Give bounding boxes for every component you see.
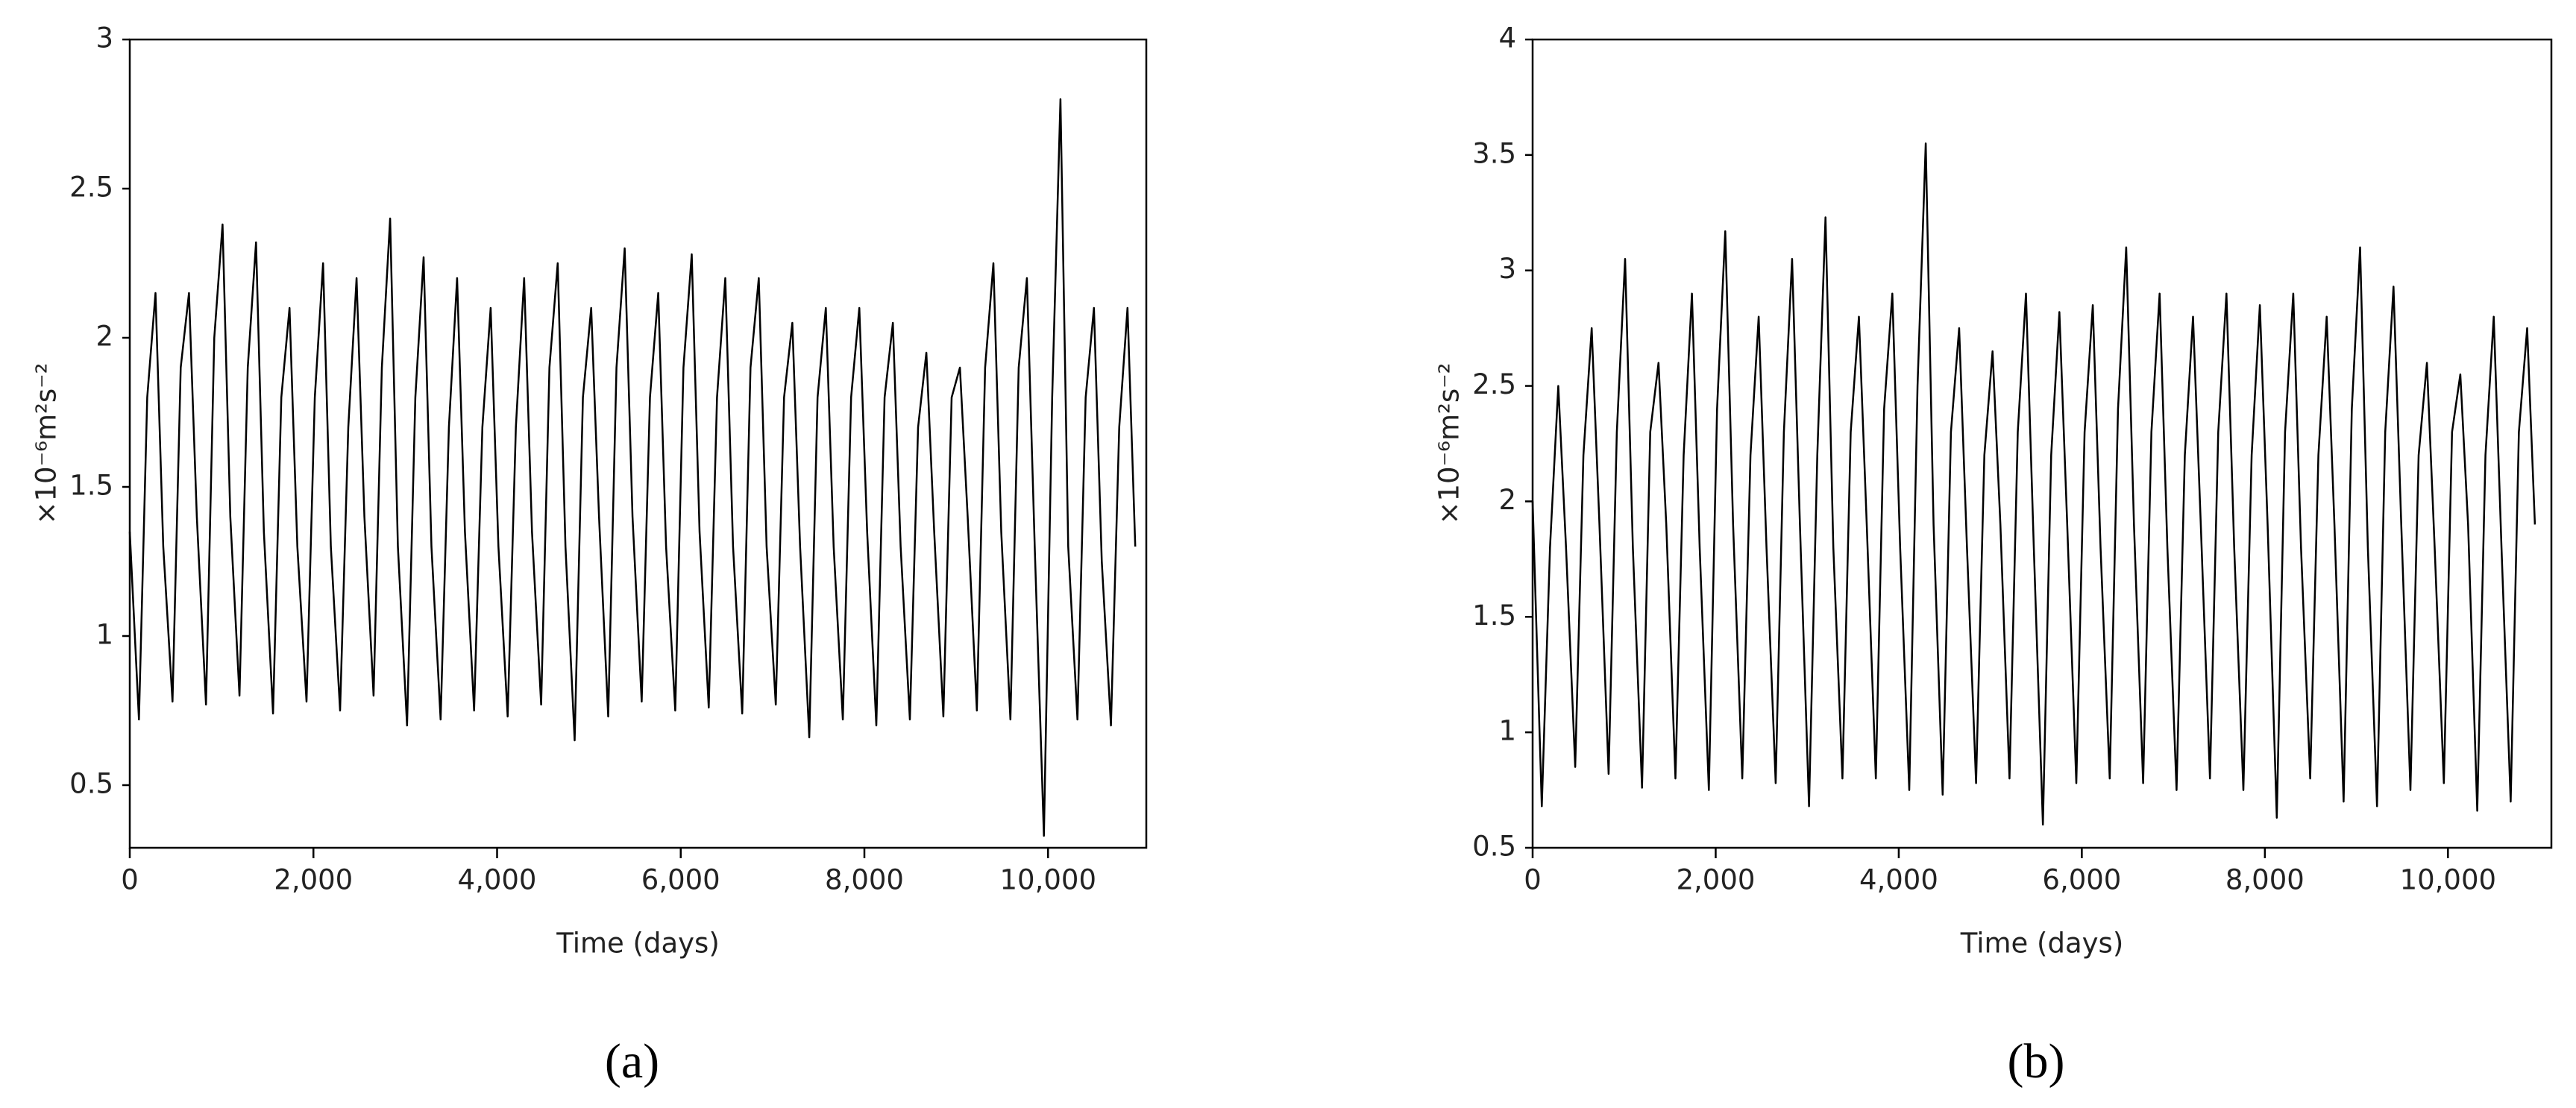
y-tick-label: 1.5 <box>1472 599 1516 632</box>
x-tick-label: 2,000 <box>274 864 353 896</box>
y-tick-label: 3.5 <box>1472 137 1516 169</box>
x-tick-label: 0 <box>121 864 139 896</box>
x-tick-label: 4,000 <box>1859 864 1938 896</box>
y-tick-label: 0.5 <box>69 768 113 800</box>
y-tick-label: 1 <box>1498 715 1516 747</box>
x-tick-label: 8,000 <box>825 864 904 896</box>
x-tick-label: 8,000 <box>2225 864 2305 896</box>
x-tick-label: 6,000 <box>2042 864 2121 896</box>
y-tick-label: 2 <box>95 321 113 353</box>
y-tick-label: 4 <box>1498 22 1516 54</box>
plot-frame <box>128 38 1148 849</box>
x-tick-label: 10,000 <box>1000 864 1096 896</box>
x-tick-label: 2,000 <box>1676 864 1755 896</box>
y-tick-label: 3 <box>1498 253 1516 285</box>
x-tick-label: 4,000 <box>458 864 537 896</box>
y-tick-label: 2 <box>1498 484 1516 516</box>
x-axis-label: Time (days) <box>1960 928 2124 960</box>
y-tick-label: 1.5 <box>69 470 113 502</box>
y-tick-label: 2.5 <box>69 171 113 204</box>
y-axis-label: ×10⁻⁶m²s⁻² <box>31 363 63 525</box>
y-tick-label: 3 <box>95 22 113 54</box>
panel-label: (a) <box>605 1034 659 1089</box>
y-axis-label: ×10⁻⁶m²s⁻² <box>1433 363 1466 525</box>
y-tick-label: 1 <box>95 619 113 651</box>
x-axis-label: Time (days) <box>556 928 720 960</box>
data-line <box>128 98 1137 837</box>
x-tick-label: 6,000 <box>641 864 720 896</box>
y-tick-label: 0.5 <box>1472 831 1516 863</box>
x-tick-label: 0 <box>1524 864 1542 896</box>
data-line <box>1531 142 2536 826</box>
plot-frame <box>1531 38 2553 849</box>
x-tick-label: 10,000 <box>2400 864 2496 896</box>
panel-label: (b) <box>2008 1034 2065 1089</box>
y-tick-label: 2.5 <box>1472 368 1516 400</box>
